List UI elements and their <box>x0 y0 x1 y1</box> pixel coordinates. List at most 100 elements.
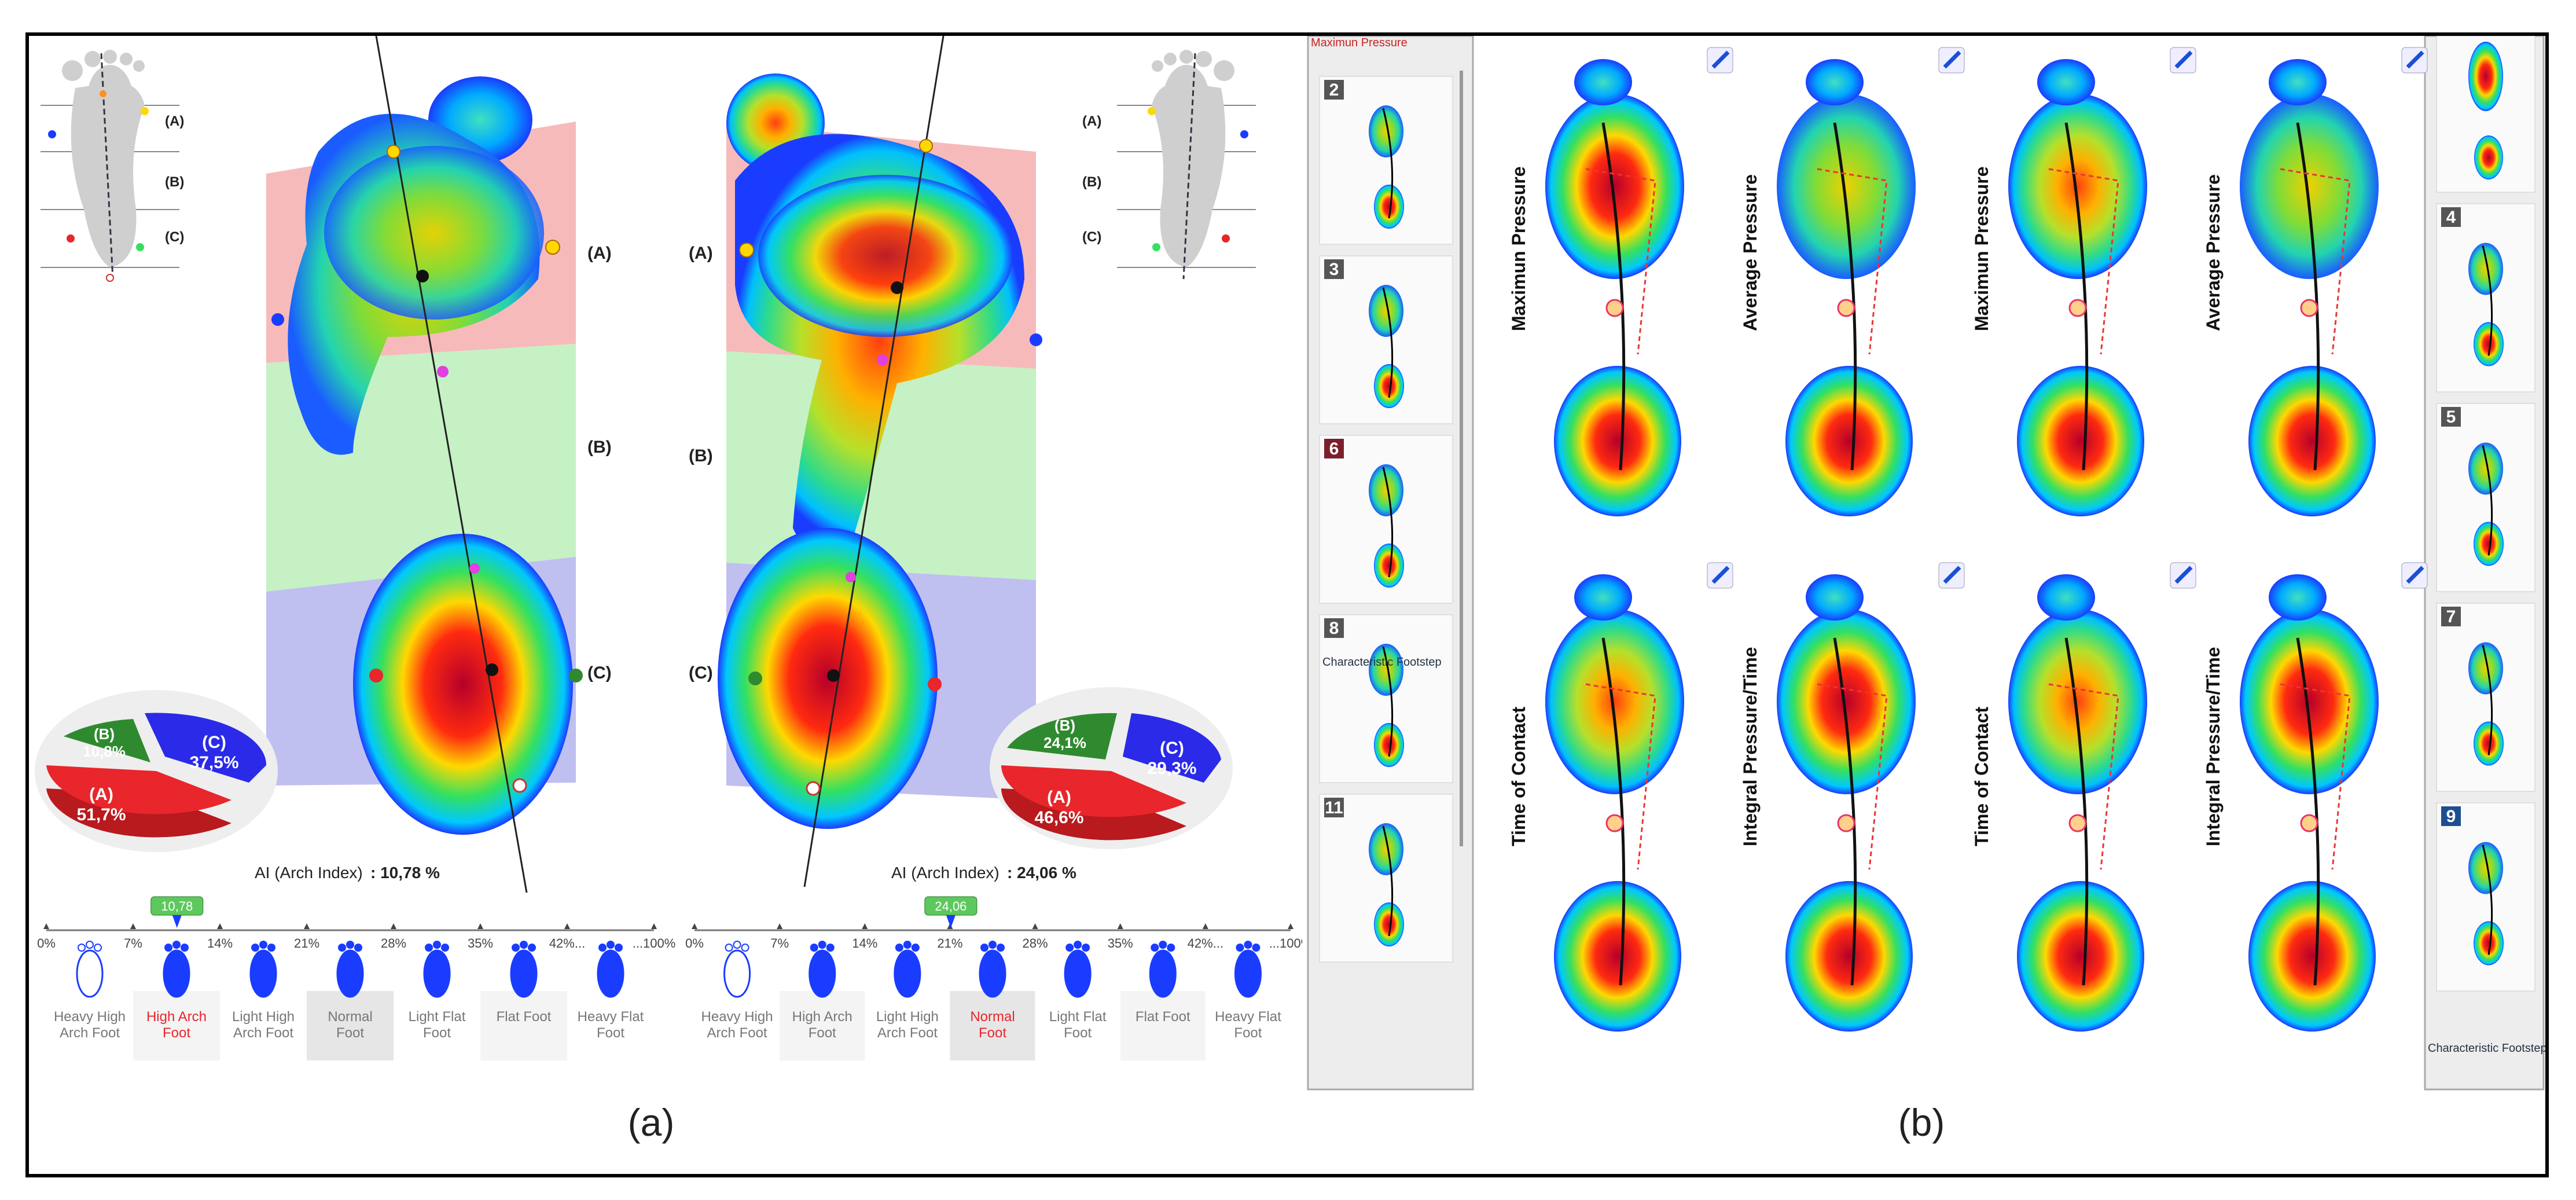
right-foot-pressure-map <box>718 74 1024 829</box>
left-ai-label: AI (Arch Index) <box>255 864 363 882</box>
pressure-map-cell: Maximun Pressure <box>1508 47 1733 516</box>
foot-type-icon <box>249 941 277 998</box>
left-foot-pressure-map <box>288 76 573 835</box>
footstep-thumbnail[interactable] <box>2436 35 2535 193</box>
pencil-icon[interactable] <box>1707 562 1733 589</box>
scale-tick-label: 42%... <box>1188 936 1223 951</box>
foot-type-label-line2: Arch Foot <box>60 1025 120 1041</box>
map-title: Time of Contact <box>1508 706 1529 846</box>
map-title: Maximun Pressure <box>1971 166 1992 331</box>
right-pie-a-value: 46,6% <box>1034 808 1083 827</box>
schematic-zone-c: (C) <box>165 229 184 245</box>
pie-slice-a <box>46 765 231 814</box>
pencil-icon[interactable] <box>1707 47 1733 74</box>
right-ai-label: AI (Arch Index) <box>891 864 999 882</box>
pie-b-label: (B) <box>94 725 115 743</box>
foot-type-icon <box>336 941 364 998</box>
arch-index-scale-right: 0% 7% 14% 21% 28% 35% 42%... ...100%24,06Heavy … <box>685 896 1312 1060</box>
schematic-r-zone-c: (C) <box>1082 229 1101 245</box>
pie-b-value: 10,8% <box>83 743 126 760</box>
foot-type-label-line1: Heavy High <box>701 1009 773 1025</box>
right-pie-chart: (A) 46,6% (B) 24,1% (C) 29,3% <box>990 687 1233 849</box>
foot-type-label-line2: Foot <box>809 1025 836 1041</box>
foot-type-label-line1: Light Flat <box>409 1009 466 1025</box>
scale-tick-label: 35% <box>468 936 493 951</box>
footstep-thumbnail[interactable]: 2 <box>1319 76 1453 245</box>
right-pie-c-label: (C) <box>1160 739 1184 758</box>
top-tab-label[interactable]: Maximun Pressure <box>1311 36 1408 49</box>
left-pie-chart: (A) 51,7% (B) 10,8% (C) 37,5% <box>35 690 278 852</box>
foot-type-label-line2: Arch Foot <box>877 1025 938 1041</box>
footstep-thumbnail[interactable]: 3 <box>1319 255 1453 424</box>
scale-tick-label: 28% <box>381 936 406 951</box>
schematic-zone-b: (B) <box>165 174 184 190</box>
pie-c-label: (C) <box>202 733 226 752</box>
pressure-map-cell: Integral Pressure/Time <box>2203 562 2428 1032</box>
pencil-icon[interactable] <box>2401 47 2428 74</box>
ai-marker-value: 10,78 <box>161 899 193 913</box>
foot-type-icon <box>894 941 921 998</box>
right-strip-caption: Characteristic Footstep <box>2428 1042 2545 1055</box>
scale-tick-label: ...100% <box>633 936 676 951</box>
right-pie-a-label: (A) <box>1047 788 1071 807</box>
right-zone-b-label: (B) <box>689 446 713 465</box>
map-title: Integral Pressure/Time <box>1740 647 1761 846</box>
foot-type-label-line2: Arch Foot <box>707 1025 767 1041</box>
footstep-number: 8 <box>1329 619 1339 638</box>
foot-type-label-line2: Arch Foot <box>233 1025 293 1041</box>
pencil-icon[interactable] <box>2170 562 2196 589</box>
pencil-icon[interactable] <box>1938 47 1965 74</box>
ai-marker-value: 24,06 <box>935 899 967 913</box>
scale-tick-label: 14% <box>207 936 233 951</box>
foot-type-icon <box>723 941 751 998</box>
pencil-icon[interactable] <box>2170 47 2196 74</box>
footstep-thumbnail[interactable]: 5 <box>2436 403 2535 592</box>
foot-type-label-line1: Light High <box>876 1009 939 1025</box>
footstep-thumbnail[interactable]: 9 <box>2436 802 2535 992</box>
map-title: Integral Pressure/Time <box>2203 647 2224 846</box>
left-ai-value: : 10,78 % <box>370 864 440 882</box>
schematic-zone-a: (A) <box>165 113 184 129</box>
foot-type-icon <box>510 941 538 998</box>
pie-a-value: 51,7% <box>76 805 126 824</box>
pressure-map-cell: Average Pressure <box>2203 47 2428 516</box>
foot-type-label-line1: Normal <box>328 1009 372 1025</box>
footstep-thumbnail[interactable]: 11 <box>1319 794 1453 963</box>
footstep-number: 6 <box>1329 439 1339 458</box>
pressure-map-cell: Average Pressure <box>1740 47 1965 516</box>
scale-tick-label: 21% <box>294 936 319 951</box>
left-zone-c-label: (C) <box>587 663 612 682</box>
pressure-map-cell: Integral Pressure/Time <box>1740 562 1965 1032</box>
footstep-thumbnail[interactable]: 4 <box>2436 203 2535 392</box>
pressure-map-cell: Time of Contact <box>1971 562 2196 1032</box>
foot-type-label-line1: Heavy Flat <box>578 1009 644 1025</box>
right-pie-c-value: 29,3% <box>1147 759 1196 778</box>
panel-a-label: (a) <box>628 1101 675 1144</box>
foot-type-label-line1: High Arch <box>146 1009 207 1025</box>
pie-slice-b <box>64 719 150 762</box>
foot-type-label-line1: Normal <box>970 1009 1015 1025</box>
schematic-r-zone-a: (A) <box>1082 113 1101 129</box>
right-pie-b-label: (B) <box>1054 717 1075 734</box>
foot-type-icon <box>1064 941 1092 998</box>
footstep-thumbnail[interactable]: 6 <box>1319 435 1453 604</box>
map-title: Maximun Pressure <box>1508 166 1529 331</box>
left-zone-a-label: (A) <box>587 244 612 263</box>
foot-schematic-right: (A) (B) (C) <box>1082 50 1256 280</box>
figure-frame: (A) (B) (C) (A) (B) (C) <box>25 32 2549 1177</box>
pencil-icon[interactable] <box>2401 562 2428 589</box>
foot-type-label-line1: Heavy Flat <box>1215 1009 1281 1025</box>
footstep-thumbnail[interactable]: 7 <box>2436 603 2535 792</box>
right-zone-a-label: (A) <box>689 244 713 263</box>
map-title: Average Pressure <box>2203 174 2224 331</box>
right-pie-b-value: 24,1% <box>1043 734 1086 751</box>
pencil-icon[interactable] <box>1938 562 1965 589</box>
foot-type-label-line2: Foot <box>423 1025 451 1041</box>
pie-slice-c <box>145 713 267 783</box>
panel-b-label: (b) <box>1898 1101 1945 1144</box>
foot-type-icon <box>1149 941 1177 998</box>
figure-canvas: (A) (B) (C) (A) (B) (C) <box>35 35 2547 1144</box>
foot-type-label-line2: Foot <box>979 1025 1006 1041</box>
footstep-thumbnail[interactable]: 8 <box>1319 614 1453 783</box>
scale-tick-label: 0% <box>685 936 704 951</box>
